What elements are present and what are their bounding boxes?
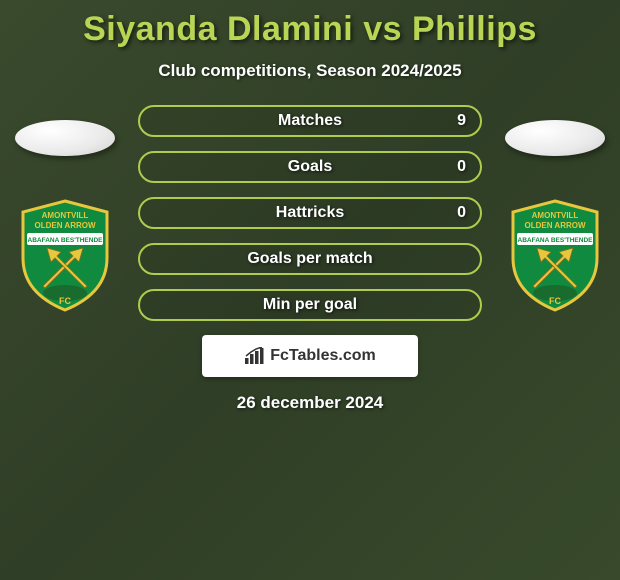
shield-icon: AMONTVILL OLDEN ARROW ABAFANA BES'THENDE… xyxy=(505,198,605,313)
club-badge-right: AMONTVILL OLDEN ARROW ABAFANA BES'THENDE… xyxy=(505,198,605,313)
stat-label: Min per goal xyxy=(263,296,357,314)
stat-label: Goals xyxy=(288,158,332,176)
page-subtitle: Club competitions, Season 2024/2025 xyxy=(0,61,620,81)
shield-icon: AMONTVILL OLDEN ARROW ABAFANA BES'THENDE… xyxy=(15,198,115,313)
stat-row-mpg: Min per goal xyxy=(138,289,482,321)
chart-icon xyxy=(244,347,264,365)
stat-row-hattricks: Hattricks 0 xyxy=(138,197,482,229)
svg-text:AMONTVILL: AMONTVILL xyxy=(532,211,579,220)
footer-date: 26 december 2024 xyxy=(0,393,620,413)
stat-value: 0 xyxy=(457,158,466,176)
header: Siyanda Dlamini vs Phillips Club competi… xyxy=(0,0,620,81)
footer-site: FcTables.com xyxy=(270,347,376,365)
stat-row-goals: Goals 0 xyxy=(138,151,482,183)
svg-text:OLDEN ARROW: OLDEN ARROW xyxy=(524,221,585,230)
stat-label: Hattricks xyxy=(276,204,344,222)
stat-label: Goals per match xyxy=(247,250,372,268)
badge-top-text: AMONTVILL xyxy=(42,211,89,220)
stat-label: Matches xyxy=(278,112,342,130)
badge-fc-text: FC xyxy=(59,296,71,306)
player-right: AMONTVILL OLDEN ARROW ABAFANA BES'THENDE… xyxy=(500,120,610,313)
club-badge-left: AMONTVILL OLDEN ARROW ABAFANA BES'THENDE… xyxy=(15,198,115,313)
page-title: Siyanda Dlamini vs Phillips xyxy=(0,10,620,49)
svg-text:FC: FC xyxy=(549,296,561,306)
stat-row-gpm: Goals per match xyxy=(138,243,482,275)
stat-row-matches: Matches 9 xyxy=(138,105,482,137)
player-left: AMONTVILL OLDEN ARROW ABAFANA BES'THENDE… xyxy=(10,120,120,313)
player-avatar-right xyxy=(505,120,605,156)
svg-text:ABAFANA BES'THENDE: ABAFANA BES'THENDE xyxy=(518,237,594,244)
player-avatar-left xyxy=(15,120,115,156)
footer-badge[interactable]: FcTables.com xyxy=(202,335,418,377)
stat-value: 9 xyxy=(457,112,466,130)
stat-value: 0 xyxy=(457,204,466,222)
badge-ribbon-text: ABAFANA BES'THENDE xyxy=(28,237,104,244)
badge-mid-text: OLDEN ARROW xyxy=(34,221,95,230)
stats-panel: Matches 9 Goals 0 Hattricks 0 Goals per … xyxy=(138,105,482,321)
